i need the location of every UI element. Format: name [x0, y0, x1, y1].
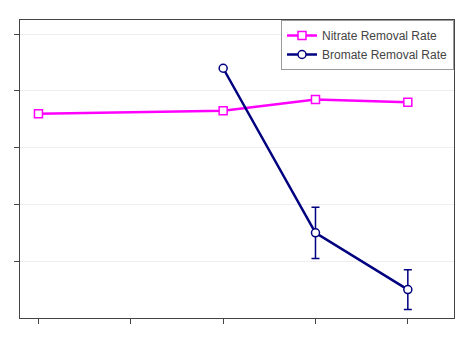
svg-text:Nitrate Removal Rate: Nitrate Removal Rate [322, 29, 437, 43]
svg-text:Bromate Removal Rate: Bromate Removal Rate [322, 48, 447, 62]
